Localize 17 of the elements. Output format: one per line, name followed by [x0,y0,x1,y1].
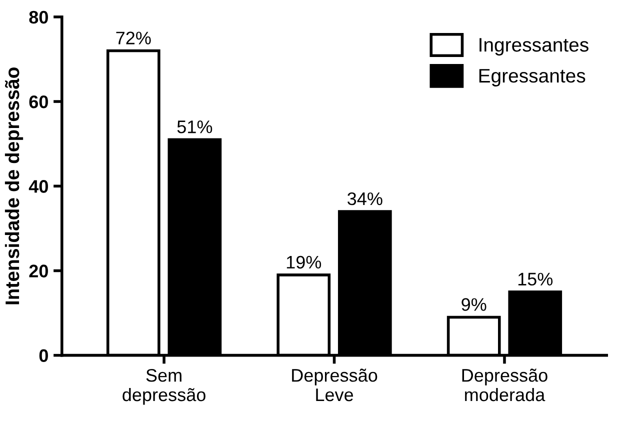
data-label: 72% [116,32,151,44]
y-tick-label: 0 [39,349,48,362]
data-label: 34% [348,192,382,206]
y-tick-label: 40 [28,180,48,193]
data-label: 15% [518,272,553,286]
y-tick-label: 20 [29,264,48,278]
legend-label: Ingressantes [480,38,588,56]
data-label: 19% [286,256,322,269]
legend-label: Egressantes [479,69,586,86]
data-label: 51% [177,120,212,134]
x-tick-label: Sem depressão [122,368,206,405]
x-tick-label: Depressão Leve [292,368,378,402]
x-tick-label: Depressão moderada [462,368,548,402]
y-tick-label: 80 [29,10,48,24]
data-label: 9% [462,298,486,311]
y-axis-title: Intensidade de depressão [4,67,24,304]
y-tick-label: 60 [29,95,48,108]
